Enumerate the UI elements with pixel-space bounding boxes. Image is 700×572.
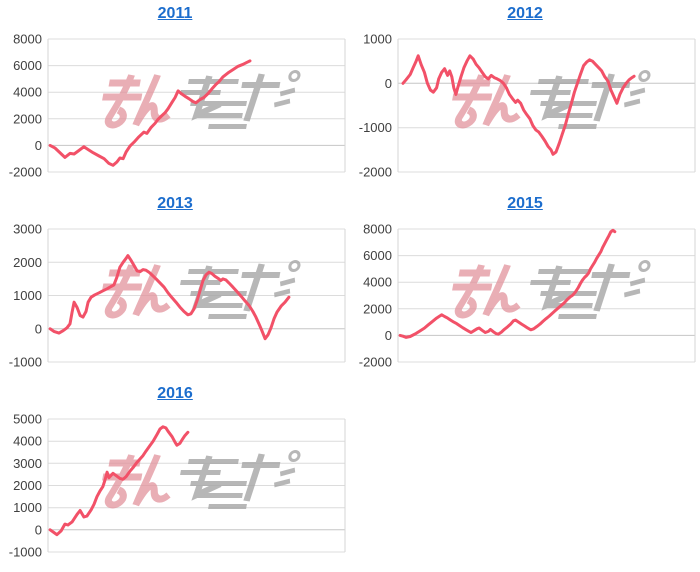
watermark-pink-part	[102, 74, 171, 129]
chart-cell-2013: 2013 3000 2000 1000 0 -1000	[0, 190, 350, 380]
y-tick-label: -1000	[9, 355, 42, 370]
chart-title: 2016	[0, 380, 350, 411]
chart-plot-2012: 1000 0 -1000 -2000	[359, 32, 696, 180]
y-tick-label: 0	[385, 328, 392, 343]
y-tick-label: 8000	[363, 222, 392, 237]
chart-cell-2011: 2011 8000 6000 4000 2000 0 -2000	[0, 0, 350, 190]
chart-plot-2015: 8000 6000 4000 2000 0 -2000	[359, 222, 696, 370]
watermark-pink-part	[452, 264, 521, 319]
y-tick-label: -2000	[359, 165, 392, 180]
watermark-pink-part	[102, 454, 171, 509]
y-tick-label: -2000	[359, 355, 392, 370]
y-tick-label: 0	[35, 321, 42, 336]
chart-title: 2012	[350, 0, 700, 31]
y-tick-label: 1000	[13, 288, 42, 303]
y-tick-label: 6000	[363, 248, 392, 263]
series-line-2012	[401, 54, 636, 156]
chart-title: 2011	[0, 0, 350, 31]
chart-title: 2013	[0, 190, 350, 221]
y-tick-label: 6000	[13, 58, 42, 73]
chart-title-link-2011[interactable]: 2011	[157, 5, 193, 22]
y-tick-label: 8000	[13, 32, 42, 47]
y-tick-label: 3000	[13, 222, 42, 237]
watermark-minrepo-logo	[102, 260, 301, 319]
y-tick-label: -2000	[9, 165, 42, 180]
y-tick-label: 2000	[363, 301, 392, 316]
y-tick-label: 0	[35, 522, 42, 537]
y-tick-label: 0	[385, 76, 392, 91]
y-tick-label: -1000	[359, 120, 392, 135]
chart-title-link-2015[interactable]: 2015	[507, 195, 543, 212]
y-tick-label: 4000	[13, 85, 42, 100]
watermark-minrepo-logo	[102, 450, 301, 509]
watermark-gray-part	[180, 450, 301, 509]
y-tick-label: 1000	[13, 500, 42, 515]
watermark-gray-part	[530, 260, 651, 319]
watermark-gray-part	[180, 70, 301, 129]
chart-title-link-2013[interactable]: 2013	[157, 195, 193, 212]
series-line-2016	[48, 425, 190, 537]
y-tick-label: 5000	[13, 412, 42, 427]
y-tick-label: 1000	[363, 32, 392, 47]
series-line-2015	[398, 228, 617, 339]
y-tick-label: 2000	[13, 478, 42, 493]
series-line-2013	[48, 254, 291, 341]
y-tick-label: 3000	[13, 456, 42, 471]
chart-title-link-2016[interactable]: 2016	[157, 385, 193, 402]
y-tick-label: 2000	[13, 255, 42, 270]
watermark-pink-part	[452, 74, 521, 129]
chart-title: 2015	[350, 190, 700, 221]
chart-cell-2016: 2016 5000 4000 3000 2000 1000 0 -1000	[0, 380, 350, 570]
y-tick-label: 2000	[13, 111, 42, 126]
y-tick-label: 4000	[363, 275, 392, 290]
chart-plot-2013: 3000 2000 1000 0 -1000	[9, 222, 346, 370]
chart-cell-2015: 2015 8000 6000 4000 2000 0 -2000	[350, 190, 700, 380]
watermark-minrepo-logo	[452, 260, 651, 319]
chart-plot-2011: 8000 6000 4000 2000 0 -2000	[9, 32, 346, 180]
watermark-pink-part	[102, 264, 171, 319]
chart-plot-2016: 5000 4000 3000 2000 1000 0 -1000	[9, 412, 346, 560]
watermark-minrepo-logo	[102, 70, 301, 129]
y-tick-label: -1000	[9, 545, 42, 560]
series-line-2011	[48, 59, 252, 167]
chart-title-link-2012[interactable]: 2012	[507, 5, 543, 22]
y-tick-label: 4000	[13, 434, 42, 449]
y-tick-label: 0	[35, 138, 42, 153]
chart-cell-2012: 2012 1000 0 -1000 -2000	[350, 0, 700, 190]
